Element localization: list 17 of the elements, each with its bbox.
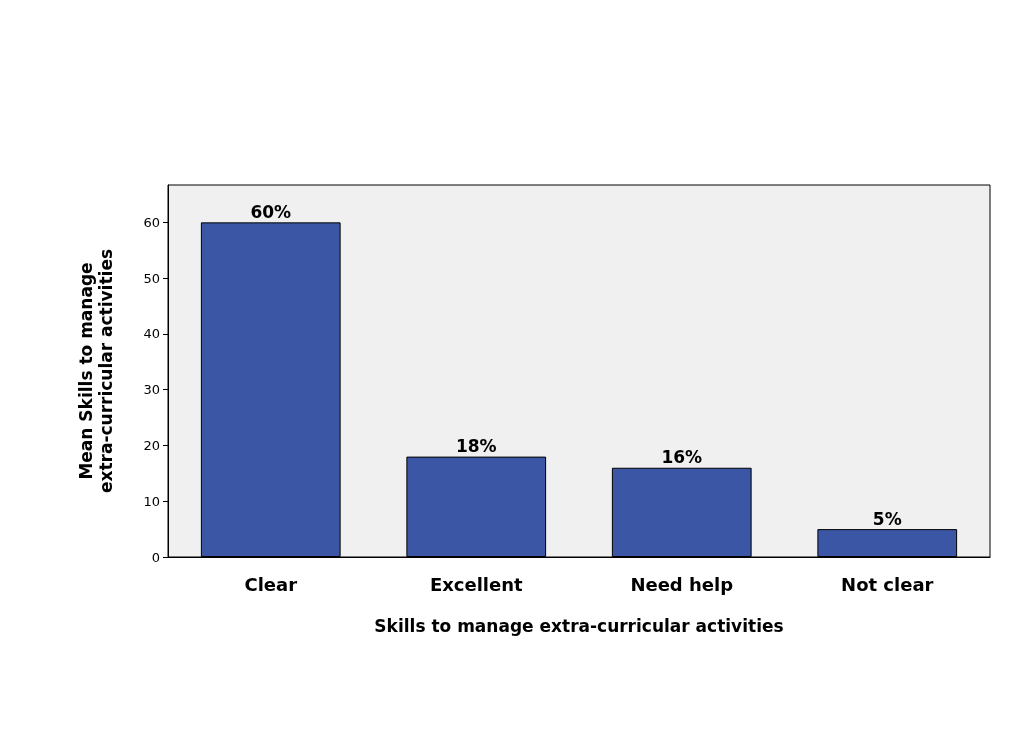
y-tick-label: 30: [143, 382, 160, 398]
x-tick-label: Clear: [244, 573, 298, 595]
data-label: 60%: [250, 201, 292, 222]
x-tick-label: Excellent: [429, 573, 524, 595]
x-tick-label: Need help: [630, 573, 734, 595]
y-tick-label: 40: [143, 326, 160, 342]
y-axis-title: Mean Skills to manage extra-curricular activities: [76, 248, 116, 494]
data-label: 16%: [661, 447, 703, 468]
y-tick-label: 50: [143, 270, 160, 286]
y-tick-label: 10: [143, 493, 160, 509]
y-tick-label: 20: [143, 437, 160, 453]
data-label: 5%: [872, 508, 902, 529]
x-axis-title: Skills to manage extra-curricular activities: [374, 615, 784, 636]
y-tick-label: 0: [151, 549, 160, 565]
data-label: 18%: [455, 436, 497, 457]
y-tick-label: 60: [143, 214, 160, 230]
x-tick-label: Not clear: [841, 573, 934, 595]
